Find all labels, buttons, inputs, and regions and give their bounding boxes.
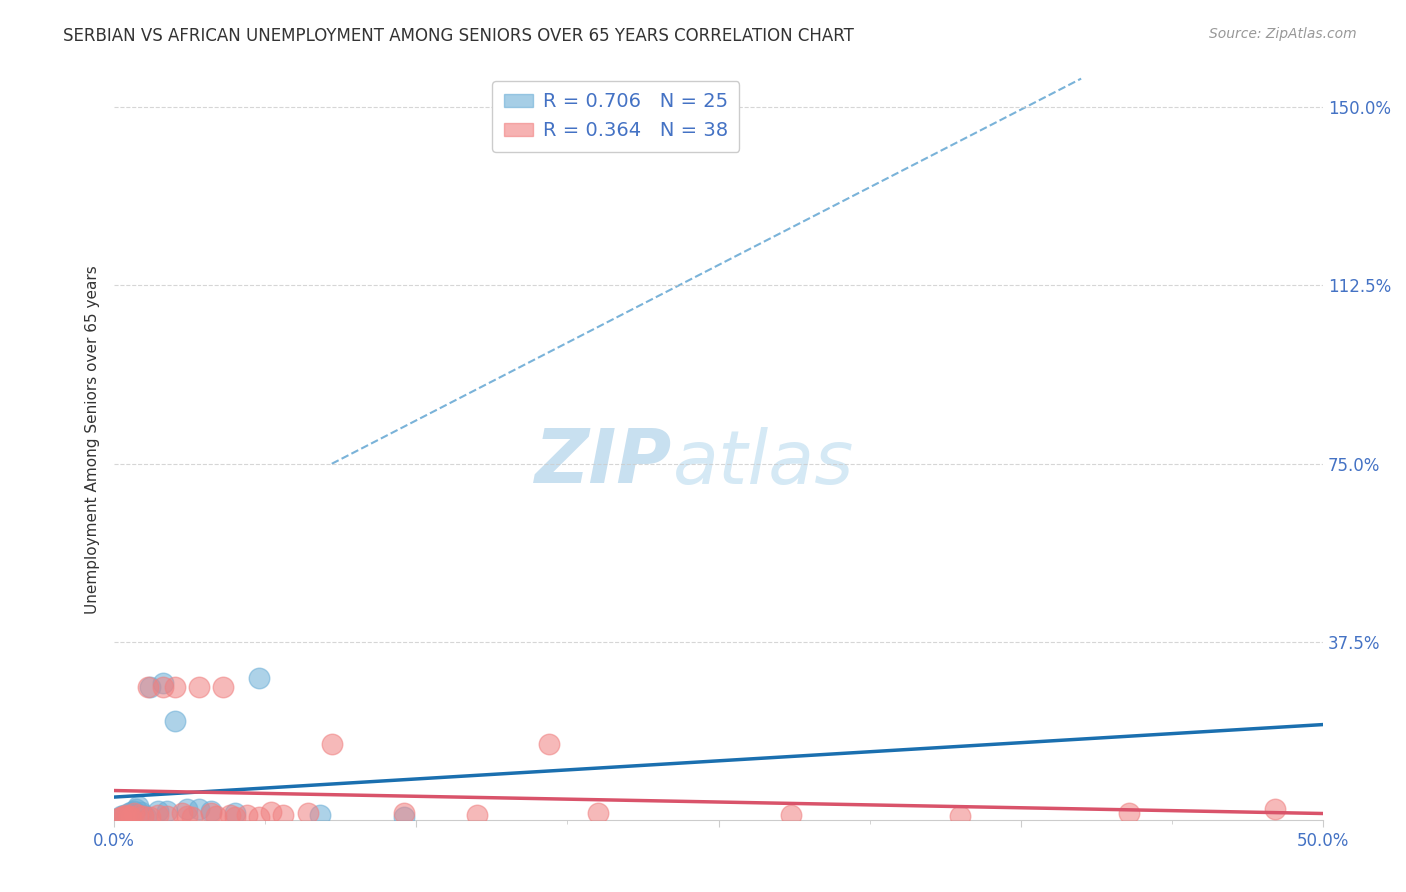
Point (115, 807, 138, 822)
Legend: R = 0.706   N = 25, R = 0.364   N = 38: R = 0.706 N = 25, R = 0.364 N = 38 (492, 81, 740, 152)
Point (120, 805, 142, 819)
Point (163, 681, 186, 695)
Point (212, 681, 235, 695)
Point (118, 808, 141, 822)
Point (200, 806, 222, 821)
Point (152, 675, 174, 690)
Point (127, 799, 149, 814)
Point (273, 807, 295, 822)
Point (586, 806, 609, 821)
Point (297, 806, 319, 821)
Point (108, 811, 131, 825)
Point (122, 806, 145, 821)
Point (247, 810, 270, 824)
Text: Source: ZipAtlas.com: Source: ZipAtlas.com (1209, 27, 1357, 41)
Point (120, 810, 142, 824)
Point (118, 808, 141, 822)
Point (949, 808, 972, 822)
Y-axis label: Unemployment Among Seniors over 65 years: Unemployment Among Seniors over 65 years (86, 266, 100, 615)
Point (176, 801, 198, 815)
Point (127, 807, 149, 822)
Point (180, 810, 202, 824)
Point (146, 804, 169, 818)
Point (219, 807, 242, 822)
Point (152, 681, 174, 695)
Point (247, 671, 270, 685)
Point (170, 806, 193, 821)
Point (129, 805, 152, 819)
Point (780, 807, 803, 822)
Point (308, 807, 330, 822)
Text: SERBIAN VS AFRICAN UNEMPLOYMENT AMONG SENIORS OVER 65 YEARS CORRELATION CHART: SERBIAN VS AFRICAN UNEMPLOYMENT AMONG SE… (63, 27, 855, 45)
Point (118, 806, 141, 821)
Point (224, 810, 246, 824)
Point (1264, 801, 1286, 815)
Point (132, 808, 155, 822)
Point (1118, 806, 1140, 821)
Point (394, 806, 416, 821)
Point (224, 806, 246, 821)
Point (125, 801, 148, 815)
Point (163, 714, 186, 728)
Point (187, 801, 209, 815)
Point (132, 807, 155, 822)
Point (260, 805, 283, 819)
Point (110, 810, 132, 824)
Text: atlas: atlas (672, 427, 853, 499)
Point (156, 804, 179, 818)
Point (108, 811, 131, 825)
Point (465, 807, 488, 822)
Point (136, 681, 159, 695)
Point (236, 807, 259, 822)
Point (115, 810, 138, 824)
Point (156, 808, 179, 822)
Point (122, 804, 145, 818)
Point (394, 810, 416, 824)
Text: ZIP: ZIP (536, 426, 672, 500)
Point (200, 804, 222, 818)
Point (146, 807, 169, 822)
Point (176, 808, 198, 822)
Point (187, 681, 209, 695)
Point (112, 808, 135, 822)
Point (204, 808, 226, 822)
Point (135, 810, 157, 824)
Point (321, 737, 343, 751)
Point (139, 810, 162, 824)
Point (538, 737, 561, 751)
Point (110, 808, 132, 822)
Point (112, 807, 135, 822)
Point (139, 681, 162, 695)
